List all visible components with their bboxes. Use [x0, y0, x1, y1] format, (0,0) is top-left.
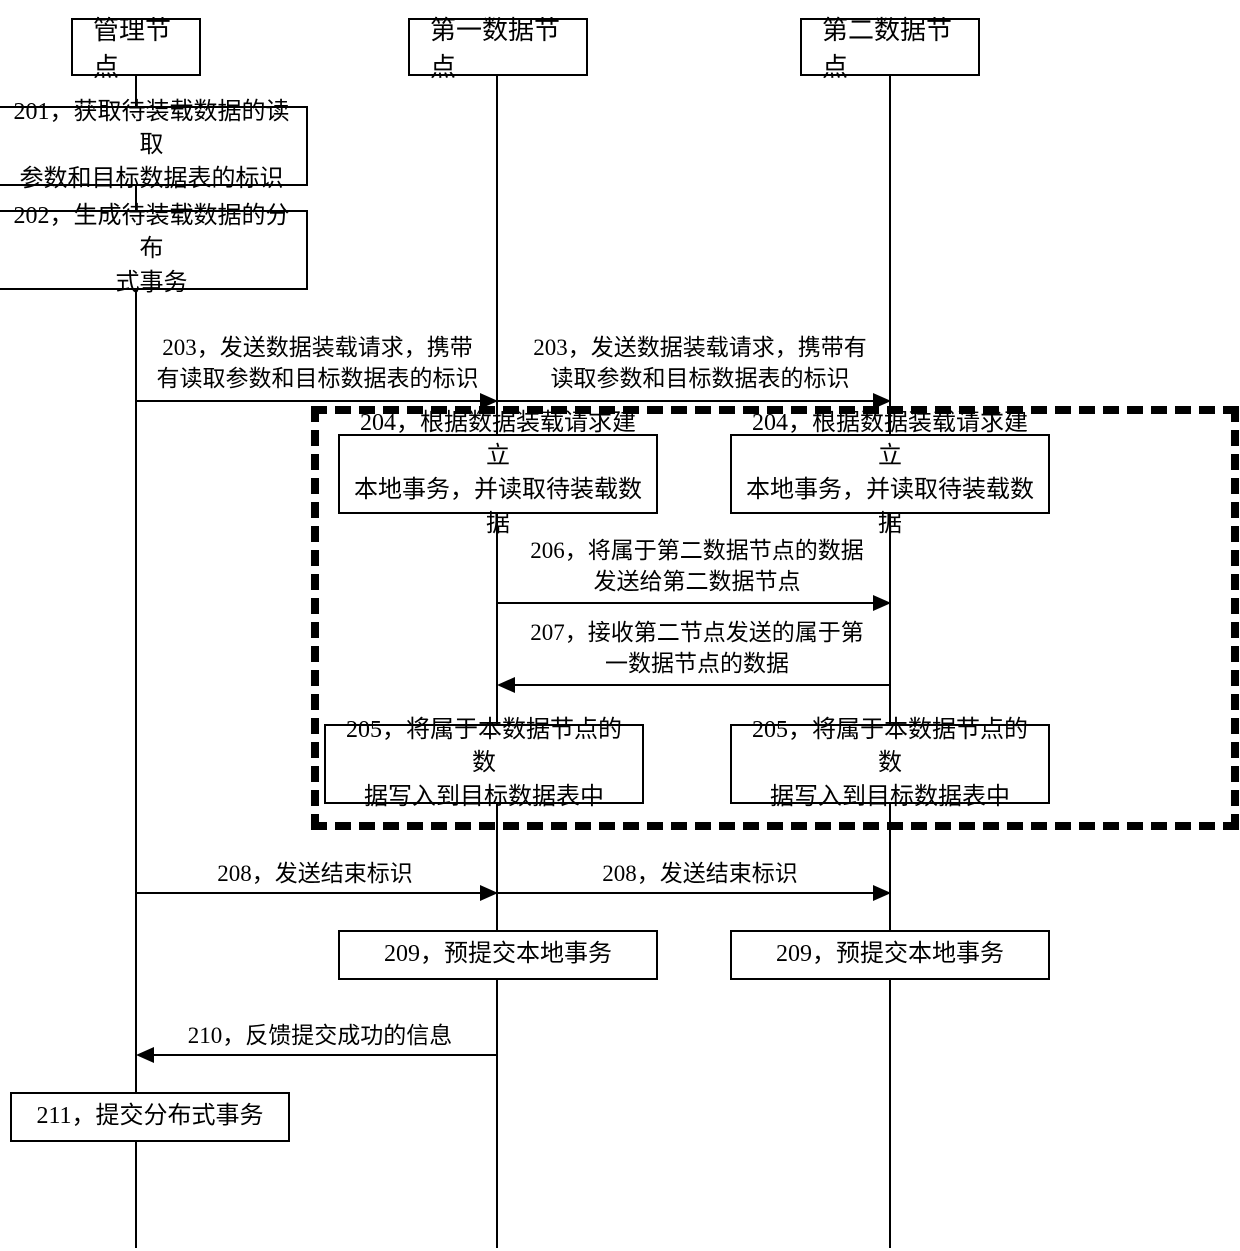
step-text: 205，将属于本数据节点的数 据写入到目标数据表中	[336, 714, 632, 815]
arrow-208b	[497, 892, 875, 894]
lifeline-label: 第二数据节点	[822, 10, 958, 84]
step-205b: 205，将属于本数据节点的数 据写入到目标数据表中	[730, 724, 1050, 804]
step-text: 209，预提交本地事务	[776, 938, 1004, 972]
step-text: 204，根据数据装载请求建立 本地事务，并读取待装载数据	[350, 407, 646, 541]
step-209b: 209，预提交本地事务	[730, 930, 1050, 980]
arrow-203a	[136, 400, 482, 402]
lifeline-label: 第一数据节点	[430, 10, 566, 84]
msg-210: 210，反馈提交成功的信息	[170, 1020, 470, 1051]
msg-207: 207，接收第二节点发送的属于第 一数据节点的数据	[512, 617, 882, 679]
msg-208a: 208，发送结束标识	[190, 858, 440, 889]
step-202: 202，生成待装载数据的分布 式事务	[0, 210, 308, 290]
msg-203a: 203，发送数据装载请求，携带 有读取参数和目标数据表的标识	[140, 332, 495, 394]
arrow-207	[512, 684, 890, 686]
arrow-head-203a	[480, 393, 498, 409]
arrow-head-208b	[873, 885, 891, 901]
arrow-203b	[497, 400, 875, 402]
step-text: 211，提交分布式事务	[36, 1100, 263, 1134]
arrow-208a	[136, 892, 482, 894]
step-211: 211，提交分布式事务	[10, 1092, 290, 1142]
step-204a: 204，根据数据装载请求建立 本地事务，并读取待装载数据	[338, 434, 658, 514]
step-209a: 209，预提交本地事务	[338, 930, 658, 980]
lifeline-header-mgmt: 管理节点	[71, 18, 201, 76]
arrow-head-203b	[873, 393, 891, 409]
lifeline-header-node2: 第二数据节点	[800, 18, 980, 76]
step-text: 201，获取待装载数据的读取 参数和目标数据表的标识	[7, 96, 296, 197]
lifeline-header-node1: 第一数据节点	[408, 18, 588, 76]
arrow-head-207	[497, 677, 515, 693]
lifeline-label: 管理节点	[93, 10, 179, 84]
step-text: 204，根据数据装载请求建立 本地事务，并读取待装载数据	[742, 407, 1038, 541]
arrow-head-206	[873, 595, 891, 611]
arrow-206	[497, 602, 875, 604]
step-204b: 204，根据数据装载请求建立 本地事务，并读取待装载数据	[730, 434, 1050, 514]
step-text: 205，将属于本数据节点的数 据写入到目标数据表中	[742, 714, 1038, 815]
msg-206: 206，将属于第二数据节点的数据 发送给第二数据节点	[512, 535, 882, 597]
step-text: 202，生成待装载数据的分布 式事务	[7, 200, 296, 301]
arrow-head-208a	[480, 885, 498, 901]
step-201: 201，获取待装载数据的读取 参数和目标数据表的标识	[0, 106, 308, 186]
arrow-210	[151, 1054, 497, 1056]
step-205a: 205，将属于本数据节点的数 据写入到目标数据表中	[324, 724, 644, 804]
step-text: 209，预提交本地事务	[384, 938, 612, 972]
msg-203b: 203，发送数据装载请求，携带有 读取参数和目标数据表的标识	[510, 332, 890, 394]
msg-208b: 208，发送结束标识	[575, 858, 825, 889]
arrow-head-210	[136, 1047, 154, 1063]
